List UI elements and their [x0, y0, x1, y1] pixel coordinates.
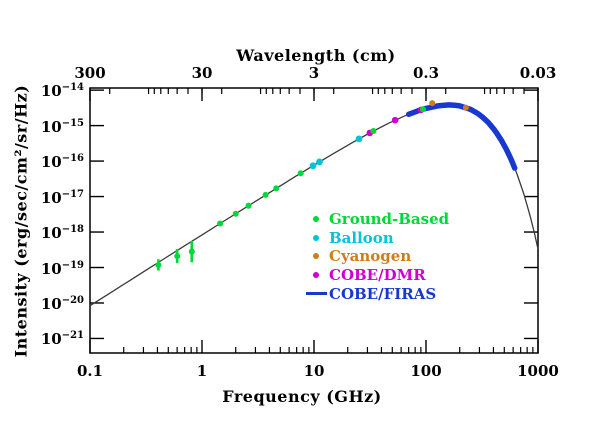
- legend-marker-wrap: [303, 253, 329, 260]
- axis-ticks: [89, 88, 539, 353]
- cobe-firas-band-path: [405, 102, 518, 171]
- x-tick-label: 0.1: [76, 362, 104, 380]
- legend-marker-wrap: [303, 272, 329, 279]
- legend-item-cobe-firas: COBE/FIRAS: [303, 284, 449, 303]
- cyanogen-point: [462, 104, 469, 111]
- x-tick-label: 100: [410, 362, 442, 380]
- y-tick-label: 10−14: [40, 82, 84, 101]
- y-tick-label: 10−20: [40, 294, 84, 313]
- balloon-point: [316, 158, 323, 166]
- cobe-firas-line-icon: [305, 292, 327, 296]
- legend-marker-wrap: [303, 234, 329, 241]
- wavelength-tick-label: 0.3: [412, 64, 440, 82]
- legend-item-balloon: Balloon: [303, 229, 449, 248]
- ground-based-point: [273, 185, 280, 192]
- intensity-tick-labels: 10−14 10−15 10−16 10−17 10−18 10−19 10−20 10−21: [0, 0, 85, 442]
- ground-based-dot-icon: [313, 216, 319, 223]
- y-tick-label: 10−16: [40, 153, 84, 172]
- x-tick-label: 1: [196, 362, 208, 380]
- balloon-point: [309, 162, 317, 170]
- cobe-firas-band: [405, 102, 518, 171]
- ground-based-point: [232, 210, 239, 217]
- legend-label: Balloon: [329, 228, 394, 247]
- cyanogen-dot-icon: [313, 253, 319, 260]
- y-tick-label: 10−17: [40, 188, 84, 207]
- legend-label: COBE/DMR: [329, 266, 426, 285]
- y-axis-title: Intensity (erg/sec/cm²/sr/Hz): [11, 84, 31, 358]
- legend-label: COBE/FIRAS: [329, 284, 437, 303]
- y-tick-label: 10−15: [40, 117, 84, 136]
- x-tick-label: 10: [303, 362, 325, 380]
- legend-label: Ground-Based: [329, 210, 450, 229]
- balloon-dot-icon: [313, 234, 319, 241]
- x-axis-title: Frequency (GHz): [222, 387, 382, 406]
- balloon-point: [355, 135, 363, 143]
- ground-based-point: [370, 128, 377, 134]
- ground-based-point: [262, 191, 269, 198]
- cobe-dmr-dot-icon: [313, 272, 319, 279]
- ground-based-point: [245, 202, 252, 209]
- top-axis-title: Wavelength (cm): [236, 46, 396, 65]
- ground-based-point: [155, 262, 162, 268]
- legend-item-cyanogen: Cyanogen: [303, 247, 449, 266]
- data-points: [155, 100, 469, 268]
- legend: Ground-Based Balloon Cyanogen COBE/DMR C…: [303, 210, 449, 303]
- legend-label: Cyanogen: [329, 247, 412, 266]
- ground-based-point: [297, 170, 304, 177]
- ground-based-point: [217, 220, 224, 227]
- wavelength-tick-label: 0.03: [519, 64, 557, 82]
- y-tick-label: 10−19: [40, 259, 84, 278]
- legend-marker-wrap: [303, 292, 329, 296]
- cyanogen-point: [429, 100, 436, 107]
- wavelength-tick-label: 300: [74, 64, 106, 82]
- y-tick-label: 10−21: [40, 330, 84, 349]
- legend-marker-wrap: [303, 216, 329, 223]
- x-tick-label: 1000: [517, 362, 559, 380]
- wavelength-tick-label: 3: [308, 64, 320, 82]
- wavelength-tick-label: 30: [191, 64, 213, 82]
- ground-based-point: [174, 253, 181, 260]
- ground-based-point: [420, 106, 426, 113]
- cobe-dmr-point: [391, 116, 399, 124]
- legend-item-ground-based: Ground-Based: [303, 210, 449, 229]
- legend-item-cobe-dmr: COBE/DMR: [303, 266, 449, 285]
- ground-based-point: [188, 248, 195, 255]
- y-tick-label: 10−18: [40, 224, 84, 243]
